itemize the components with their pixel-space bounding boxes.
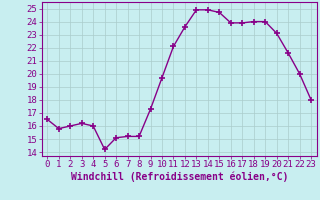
X-axis label: Windchill (Refroidissement éolien,°C): Windchill (Refroidissement éolien,°C) [70,172,288,182]
